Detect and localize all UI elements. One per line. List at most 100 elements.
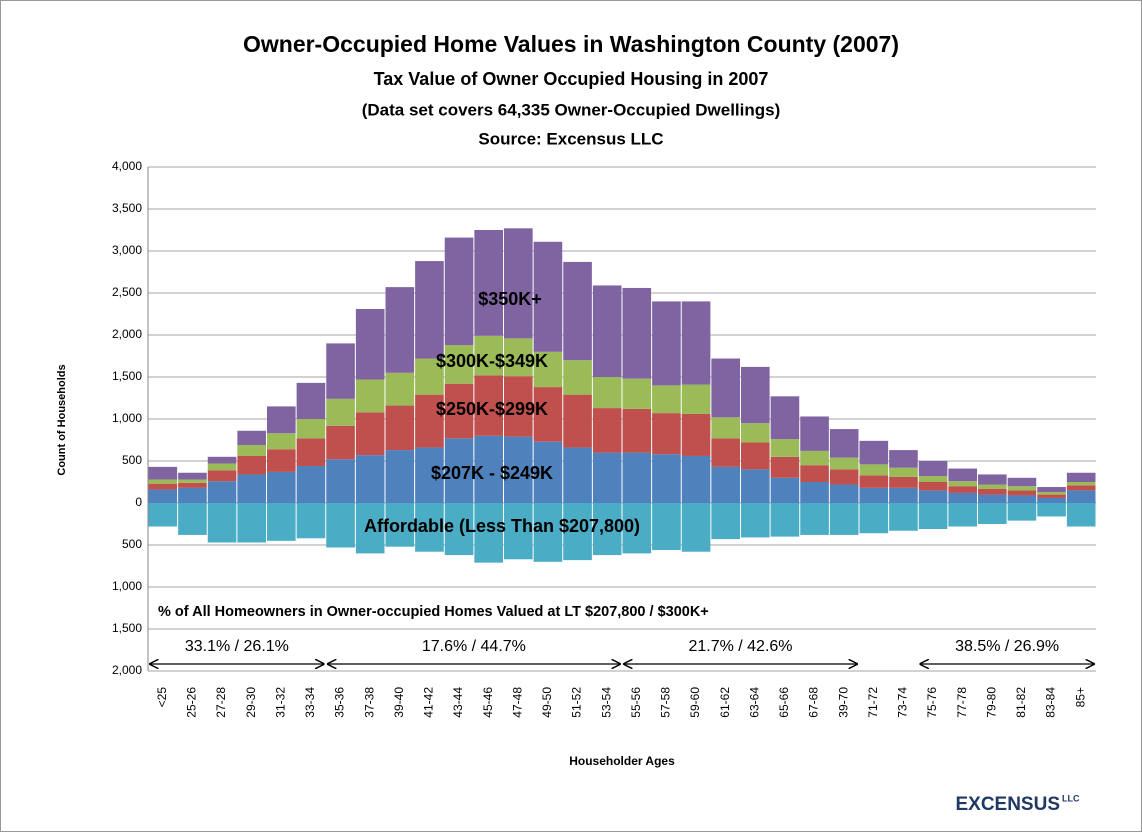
- y-tick-label: 3,000: [112, 243, 142, 257]
- bar-segment: [385, 503, 415, 547]
- group-label: 33.1% / 26.1%: [185, 638, 289, 655]
- bar-segment: [207, 463, 237, 471]
- bar-segment: [859, 487, 889, 503]
- bar-segment: [978, 484, 1007, 489]
- x-tick-label: 33-34: [303, 687, 317, 718]
- x-tick-label: 45-46: [481, 687, 495, 718]
- x-tick-label: 81-82: [1014, 687, 1028, 718]
- bar-segment: [355, 503, 385, 554]
- bar-segment: [622, 287, 652, 379]
- bar-segment: [533, 241, 563, 352]
- bar-segment: [948, 503, 977, 527]
- bar-segment: [504, 228, 533, 339]
- x-tick-label: 67-68: [807, 687, 821, 718]
- x-tick-label: 57-58: [659, 687, 673, 718]
- bar-segment: [563, 360, 592, 395]
- bar-segment: [800, 465, 829, 482]
- x-tick-label: 25-26: [185, 687, 199, 718]
- bar-segment: [326, 425, 355, 460]
- bar-segment: [178, 472, 207, 480]
- x-tick-label: 65-66: [777, 687, 791, 718]
- bar-segment: [385, 450, 415, 503]
- bar-segment: [207, 503, 237, 543]
- x-tick-label: 47-48: [510, 687, 524, 718]
- x-tick-label: 63-64: [747, 687, 761, 718]
- bar-segment: [267, 471, 296, 503]
- bar-segment: [800, 450, 829, 466]
- bar-segment: [267, 433, 296, 450]
- bar-segment: [237, 455, 266, 475]
- bar-segment: [829, 503, 859, 535]
- x-tick-label: 83-84: [1044, 687, 1058, 718]
- y-axis-label: Count of Households: [56, 364, 68, 475]
- bar-segment: [533, 351, 563, 388]
- bar-segment: [1007, 477, 1037, 487]
- bar-segment: [178, 479, 207, 483]
- bar-segment: [770, 439, 800, 457]
- bar-segment: [326, 503, 355, 548]
- bar-segment: [237, 474, 266, 503]
- x-tick-label: 29-30: [244, 687, 258, 718]
- bar-segment: [978, 488, 1007, 495]
- bar-segment: [415, 261, 444, 359]
- bar-segment: [1066, 490, 1096, 503]
- bar-segment: [1007, 486, 1037, 491]
- series-label: Affordable (Less Than $207,800): [364, 516, 640, 536]
- bar-segment: [889, 476, 918, 488]
- x-tick-label: 27-28: [214, 687, 228, 718]
- bar-segment: [148, 483, 178, 490]
- bar-segment: [770, 503, 800, 537]
- bar-segment: [504, 376, 533, 437]
- bar-segment: [415, 503, 444, 552]
- x-tick-label: 79-80: [984, 687, 998, 718]
- bar-segment: [622, 503, 652, 554]
- bar-segment: [859, 503, 889, 534]
- bar-segment: [474, 230, 503, 336]
- bar-segment: [1007, 495, 1037, 503]
- bar-segment: [444, 503, 474, 556]
- series-label: $350K+: [478, 289, 542, 309]
- bar-segment: [563, 261, 592, 361]
- x-tick-label: 37-38: [362, 687, 376, 718]
- bar-segment: [741, 503, 770, 538]
- group-label: 21.7% / 42.6%: [688, 638, 792, 655]
- x-tick-label: <25: [155, 687, 169, 708]
- bar-segment: [741, 469, 770, 503]
- x-tick-label: 51-52: [570, 687, 584, 718]
- series-label: $250K-$299K: [436, 399, 548, 419]
- bar-segment: [326, 343, 355, 399]
- series-label: $300K-$349K: [436, 351, 548, 371]
- bar-segment: [533, 503, 563, 562]
- bar-segment: [622, 408, 652, 453]
- x-tick-label: 59-60: [688, 687, 702, 718]
- bar-segment: [415, 447, 444, 503]
- bar-segment: [741, 366, 770, 424]
- bar-segment: [237, 430, 266, 446]
- bar-segment: [533, 387, 563, 442]
- logo: EXCENSUS: [955, 794, 1060, 815]
- chart-title: Owner-Occupied Home Values in Washington…: [243, 31, 899, 57]
- bar-segment: [948, 486, 977, 493]
- bar-segment: [681, 413, 711, 456]
- bar-segment: [1066, 485, 1096, 491]
- x-tick-label: 31-32: [273, 687, 287, 718]
- bar-segment: [800, 416, 829, 451]
- bar-segment: [385, 287, 415, 373]
- bar-segment: [1037, 497, 1066, 503]
- bar-segment: [770, 456, 800, 478]
- bar-segment: [948, 492, 977, 503]
- x-tick-label: 71-72: [866, 687, 880, 718]
- bar-segment: [355, 308, 385, 380]
- bar-segment: [681, 503, 711, 552]
- bar-segment: [859, 440, 889, 465]
- bar-segment: [978, 494, 1007, 503]
- bar-segment: [504, 436, 533, 503]
- bar-segment: [592, 377, 622, 409]
- bar-segment: [148, 489, 178, 503]
- y-tick-label: 2,000: [112, 663, 142, 677]
- y-tick-label: 1,500: [112, 369, 142, 383]
- bar-segment: [444, 237, 474, 346]
- y-tick-label: 3,500: [112, 201, 142, 215]
- bar-segment: [474, 375, 503, 436]
- x-axis-label: Householder Ages: [569, 754, 675, 768]
